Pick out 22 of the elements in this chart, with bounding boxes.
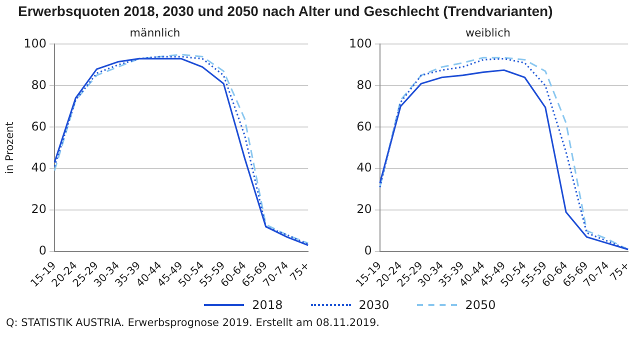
y-tick-label: 80 bbox=[356, 78, 372, 92]
chart-subtitle: männlich bbox=[130, 26, 180, 40]
y-tick-label: 100 bbox=[349, 36, 372, 50]
chart-subtitle: weiblich bbox=[466, 26, 510, 40]
y-axis-title: in Prozent bbox=[4, 122, 16, 174]
x-tick-label: 75+ bbox=[608, 260, 632, 284]
y-tick-label: 60 bbox=[356, 119, 372, 134]
legend-label: 2050 bbox=[465, 298, 496, 312]
y-tick-label: 100 bbox=[24, 36, 47, 50]
y-tick-label: 0 bbox=[364, 244, 372, 258]
legend-label: 2030 bbox=[358, 298, 390, 312]
y-tick-label: 60 bbox=[31, 119, 47, 134]
x-tick-label: 75+ bbox=[288, 260, 312, 284]
y-tick-label: 80 bbox=[31, 78, 47, 92]
legend-label: 2018 bbox=[252, 298, 283, 312]
y-tick-label: 20 bbox=[356, 202, 372, 216]
y-tick-label: 0 bbox=[38, 244, 47, 258]
y-tick-label: 40 bbox=[31, 160, 47, 175]
text: Q: STATISTIK AUSTRIA. Erwerbsprognose 2019. Erstellt am 08.11.2019. bbox=[6, 317, 380, 329]
y-tick-label: 20 bbox=[31, 202, 47, 216]
chart-title: Erwerbsquoten 2018, 2030 und 2050 nach Alter und Geschlecht (Trendvarianten) bbox=[17, 2, 554, 21]
y-tick-label: 40 bbox=[356, 160, 372, 175]
